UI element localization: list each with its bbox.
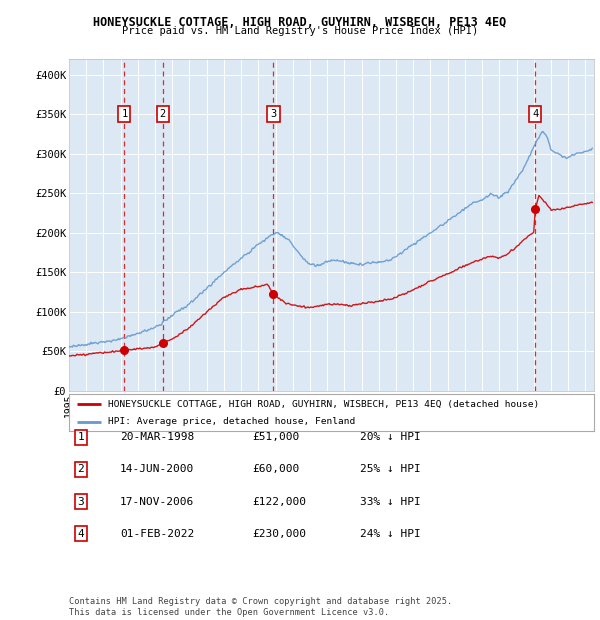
Text: £122,000: £122,000 <box>252 497 306 507</box>
Text: 17-NOV-2006: 17-NOV-2006 <box>120 497 194 507</box>
Text: 25% ↓ HPI: 25% ↓ HPI <box>360 464 421 474</box>
Text: 4: 4 <box>77 529 85 539</box>
Text: £60,000: £60,000 <box>252 464 299 474</box>
Text: HPI: Average price, detached house, Fenland: HPI: Average price, detached house, Fenl… <box>109 417 356 426</box>
Text: Contains HM Land Registry data © Crown copyright and database right 2025.
This d: Contains HM Land Registry data © Crown c… <box>69 598 452 617</box>
Text: £51,000: £51,000 <box>252 432 299 442</box>
Text: 2: 2 <box>160 109 166 119</box>
Text: 24% ↓ HPI: 24% ↓ HPI <box>360 529 421 539</box>
Text: 33% ↓ HPI: 33% ↓ HPI <box>360 497 421 507</box>
Text: 20% ↓ HPI: 20% ↓ HPI <box>360 432 421 442</box>
Text: 4: 4 <box>532 109 538 119</box>
Text: 14-JUN-2000: 14-JUN-2000 <box>120 464 194 474</box>
Text: 1: 1 <box>121 109 128 119</box>
Text: 3: 3 <box>271 109 277 119</box>
Text: 3: 3 <box>77 497 85 507</box>
Text: 1: 1 <box>77 432 85 442</box>
Text: 01-FEB-2022: 01-FEB-2022 <box>120 529 194 539</box>
Text: £230,000: £230,000 <box>252 529 306 539</box>
Text: HONEYSUCKLE COTTAGE, HIGH ROAD, GUYHIRN, WISBECH, PE13 4EQ (detached house): HONEYSUCKLE COTTAGE, HIGH ROAD, GUYHIRN,… <box>109 400 539 409</box>
Text: Price paid vs. HM Land Registry's House Price Index (HPI): Price paid vs. HM Land Registry's House … <box>122 26 478 36</box>
Text: 20-MAR-1998: 20-MAR-1998 <box>120 432 194 442</box>
Text: 2: 2 <box>77 464 85 474</box>
Text: HONEYSUCKLE COTTAGE, HIGH ROAD, GUYHIRN, WISBECH, PE13 4EQ: HONEYSUCKLE COTTAGE, HIGH ROAD, GUYHIRN,… <box>94 16 506 29</box>
